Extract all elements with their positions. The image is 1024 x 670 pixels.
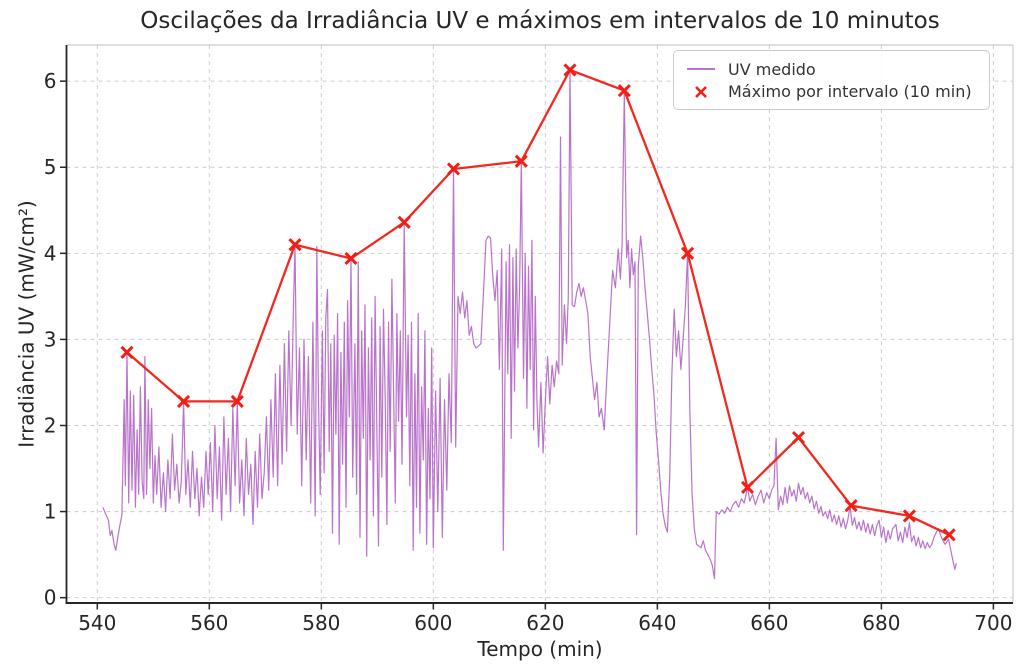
max-x-marker bbox=[617, 84, 631, 98]
x-tick-label: 600 bbox=[414, 611, 452, 635]
max-interval-line bbox=[126, 68, 950, 536]
x-marker-icon bbox=[684, 85, 718, 99]
x-tick-label: 540 bbox=[78, 611, 116, 635]
chart-title: Oscilações da Irradiância UV e máximos e… bbox=[140, 8, 940, 34]
x-tick-label: 640 bbox=[638, 611, 676, 635]
max-x-marker bbox=[176, 394, 191, 408]
legend-label-uv: UV medido bbox=[728, 59, 816, 79]
x-tick-label: 660 bbox=[750, 611, 788, 635]
max-x-marker bbox=[681, 246, 695, 260]
uv-measured-line bbox=[102, 70, 957, 580]
max-x-marker bbox=[791, 430, 806, 445]
legend-item-uv: UV medido bbox=[684, 58, 979, 81]
max-x-marker bbox=[120, 345, 134, 359]
y-tick-label: 0 bbox=[44, 586, 57, 610]
x-tick-label: 580 bbox=[302, 611, 340, 635]
x-tick-label: 620 bbox=[526, 611, 564, 635]
max-x-marker bbox=[740, 480, 755, 495]
y-tick-label: 5 bbox=[44, 155, 57, 179]
legend-label-max: Máximo por intervalo (10 min) bbox=[728, 82, 972, 102]
max-x-marker bbox=[397, 215, 411, 229]
max-x-marker bbox=[288, 238, 302, 252]
x-axis-label: Tempo (min) bbox=[477, 637, 603, 661]
y-tick-label: 4 bbox=[44, 241, 57, 265]
max-x-marker bbox=[902, 509, 916, 523]
max-x-marker bbox=[514, 154, 528, 168]
legend-item-max: Máximo por intervalo (10 min) bbox=[684, 81, 979, 104]
x-tick-label: 700 bbox=[974, 611, 1012, 635]
x-tick-label: 680 bbox=[862, 611, 900, 635]
max-x-marker bbox=[563, 63, 577, 77]
legend: UV medido Máximo por intervalo (10 min) bbox=[673, 50, 990, 110]
y-tick-label: 6 bbox=[44, 69, 57, 93]
max-x-marker bbox=[844, 498, 858, 513]
y-tick-label: 3 bbox=[44, 327, 57, 351]
max-x-marker bbox=[230, 394, 244, 408]
max-x-marker bbox=[942, 528, 956, 542]
uv-line-swatch bbox=[684, 68, 718, 71]
y-tick-label: 1 bbox=[44, 500, 57, 524]
max-x-marker bbox=[344, 251, 358, 266]
y-tick-label: 2 bbox=[44, 413, 57, 437]
max-x-marker bbox=[446, 162, 461, 176]
x-tick-label: 560 bbox=[190, 611, 228, 635]
